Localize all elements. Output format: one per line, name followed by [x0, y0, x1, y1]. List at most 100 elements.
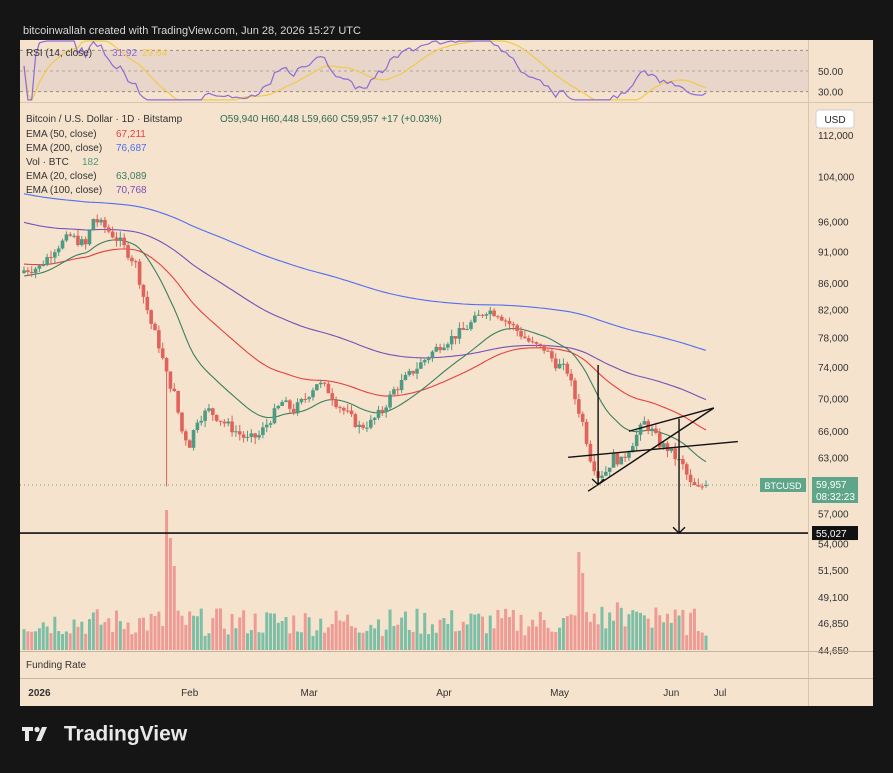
volume-bar	[442, 618, 446, 650]
volume-bar	[118, 621, 122, 650]
candle-body	[106, 227, 111, 232]
volume-bar	[230, 613, 234, 650]
volume-bar	[284, 617, 288, 650]
chart-canvas[interactable]: RSI (14, close) 31.92 29.64 50.00 30.00 Bitco…	[20, 22, 873, 706]
volume-bar	[299, 632, 303, 650]
candle-body	[272, 408, 277, 424]
volume-bar	[192, 615, 196, 650]
candle-body	[704, 484, 708, 486]
candle-body	[180, 412, 184, 432]
volume-bar	[384, 629, 388, 650]
volume-bar	[249, 630, 253, 650]
legend-value: 182	[82, 157, 99, 168]
candle-body	[530, 341, 535, 343]
candle-body	[372, 417, 377, 420]
volume-bar	[95, 609, 99, 650]
candle-body	[419, 362, 423, 369]
volume-bar	[99, 624, 103, 650]
volume-bar	[330, 623, 334, 650]
candle-body	[542, 344, 546, 351]
candle-body	[681, 459, 685, 465]
volume-bar	[415, 608, 419, 650]
volume-bar	[326, 627, 330, 650]
candle-body	[114, 237, 119, 241]
volume-bar	[141, 617, 145, 650]
candle-body	[573, 380, 577, 400]
candle-body	[503, 320, 508, 322]
volume-bar	[41, 622, 45, 650]
candle-body	[49, 257, 53, 259]
volume-bar	[311, 635, 315, 650]
chart-attribution: bitcoinwallah created with TradingView.c…	[20, 22, 873, 40]
price-tick: 51,500	[818, 566, 849, 577]
volume-bar	[134, 632, 138, 650]
volume-bar	[538, 611, 542, 650]
candle-body	[569, 373, 573, 381]
price-tick: 96,000	[818, 218, 849, 229]
candle-body	[650, 428, 654, 431]
candle-body	[53, 252, 57, 258]
candle-body	[276, 405, 281, 409]
volume-bar	[319, 618, 323, 650]
tradingview-brand[interactable]: TradingView	[22, 722, 187, 746]
volume-bar	[253, 613, 257, 650]
candle-body	[623, 456, 627, 458]
candle-body	[665, 443, 670, 451]
volume-bar	[427, 634, 431, 650]
candle-body	[353, 414, 358, 428]
candle-body	[430, 351, 435, 358]
volume-bar	[681, 609, 685, 650]
candle-body	[523, 336, 527, 339]
tradingview-chart[interactable]: bitcoinwallah created with TradingView.c…	[20, 22, 873, 706]
candle-body	[449, 336, 454, 345]
candle-body	[696, 485, 701, 487]
volume-bar	[288, 633, 292, 650]
candle-body	[330, 393, 335, 401]
candle-body	[461, 328, 466, 330]
funding-divider	[20, 651, 873, 652]
volume-bar	[473, 614, 477, 650]
support-label: 55,027	[816, 529, 847, 540]
volume-bar	[396, 624, 400, 650]
volume-bar	[592, 613, 596, 650]
price-tick: 78,000	[818, 334, 849, 345]
volume-bar	[403, 611, 407, 650]
volume-bar	[481, 616, 485, 650]
candle-body	[557, 363, 562, 369]
candle-body	[630, 446, 635, 453]
candle-body	[79, 239, 84, 246]
volume-bar	[257, 632, 261, 650]
volume-bar	[558, 627, 562, 650]
volume-bar	[242, 610, 246, 650]
price-tick: 63,000	[818, 453, 849, 464]
candle-body	[476, 314, 481, 316]
candle-body	[342, 407, 346, 411]
volume-bar	[103, 621, 107, 650]
candle-body	[60, 240, 65, 249]
volume-bar	[392, 626, 396, 650]
price-tick: 70,000	[818, 394, 849, 405]
candle-body	[83, 239, 88, 245]
volume-bar	[419, 633, 423, 650]
volume-bar	[64, 631, 68, 650]
volume-bar	[619, 607, 623, 650]
volume-bar	[26, 631, 30, 650]
volume-bar	[269, 613, 273, 650]
candle-body	[72, 235, 76, 237]
volume-bar	[400, 617, 404, 650]
candle-body	[130, 257, 134, 262]
volume-bar	[30, 631, 34, 650]
candle-body	[588, 443, 593, 462]
legend-label: EMA (50, close)	[26, 129, 97, 140]
legend-value: 67,211	[116, 129, 146, 140]
candle-body	[76, 235, 80, 246]
volume-bar	[280, 621, 284, 650]
volume-bar	[515, 630, 519, 650]
candle-body	[388, 394, 392, 408]
volume-bar	[265, 612, 269, 650]
volume-bar	[546, 627, 550, 650]
volume-bar	[376, 619, 380, 650]
volume-bar	[234, 628, 238, 650]
candle-body	[642, 421, 647, 425]
